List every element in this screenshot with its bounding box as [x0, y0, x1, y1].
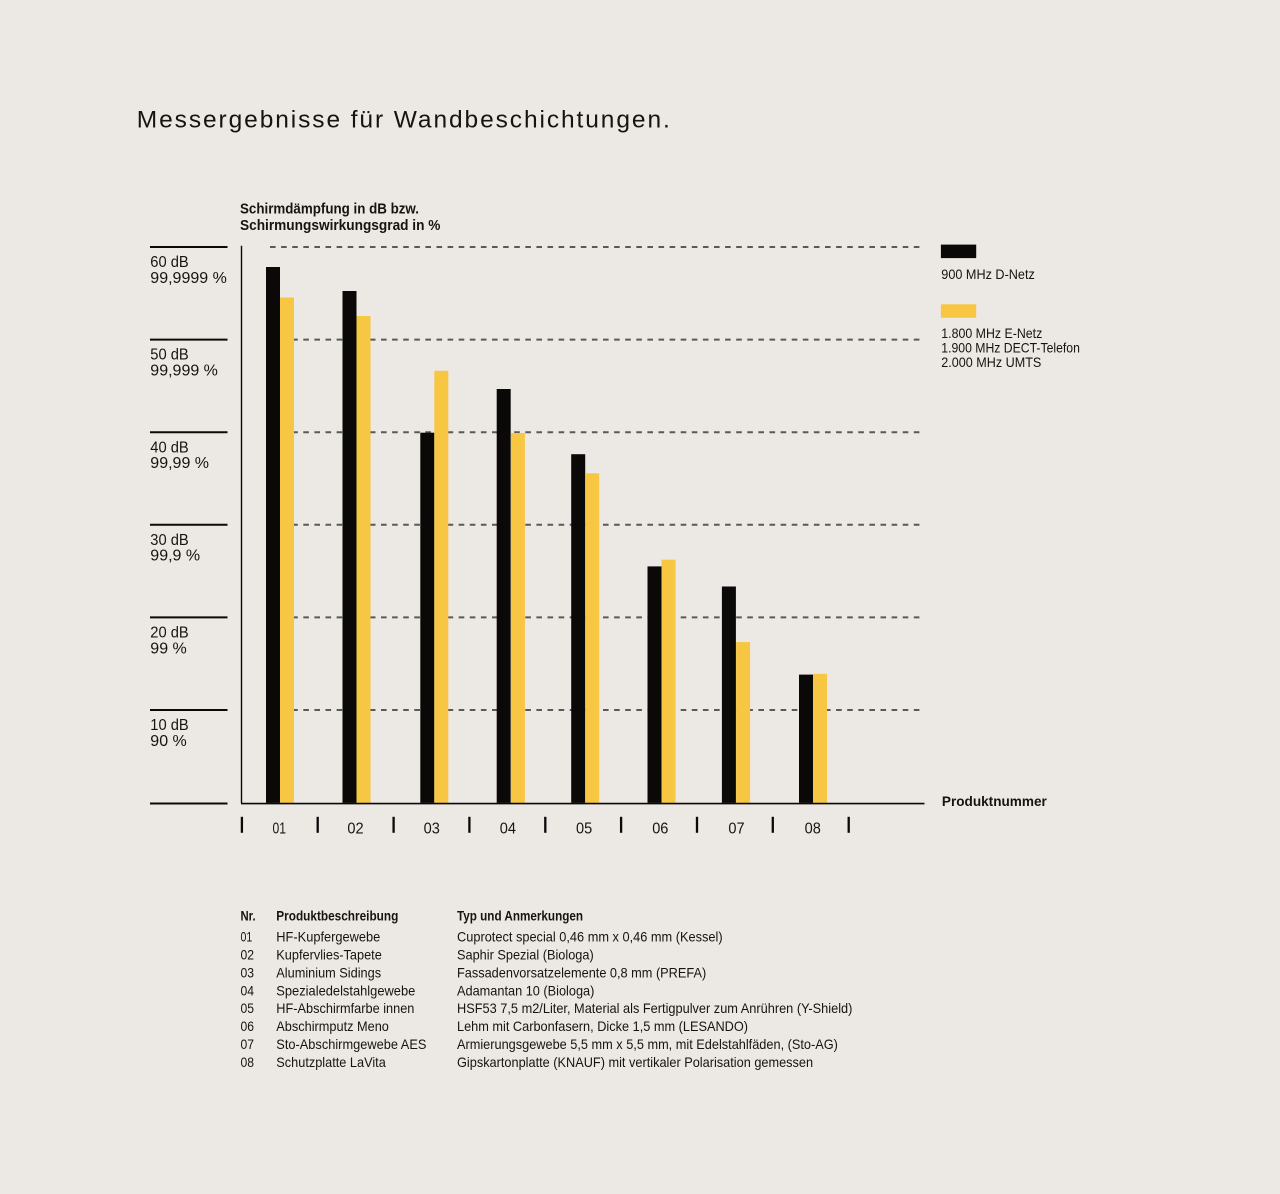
svg-text:30 dB: 30 dB — [150, 532, 188, 549]
svg-text:Saphir Spezial (Biologa): Saphir Spezial (Biologa) — [457, 946, 594, 962]
svg-text:Schirmdämpfung in dB bzw.: Schirmdämpfung in dB bzw. — [240, 201, 419, 218]
svg-text:Armierungsgewebe 5,5 mm x 5,5: Armierungsgewebe 5,5 mm x 5,5 mm, mit Ed… — [457, 1036, 838, 1052]
svg-text:Produktnummer: Produktnummer — [942, 793, 1047, 809]
svg-text:Spezialedelstahlgewebe: Spezialedelstahlgewebe — [276, 982, 415, 998]
svg-text:1.900 MHz DECT-Telefon: 1.900 MHz DECT-Telefon — [941, 340, 1080, 356]
svg-text:900 MHz D-Netz: 900 MHz D-Netz — [941, 266, 1035, 282]
svg-text:99,999 %: 99,999 % — [150, 363, 218, 380]
svg-text:40 dB: 40 dB — [150, 439, 188, 456]
svg-text:Abschirmputz Meno: Abschirmputz Meno — [276, 1018, 389, 1034]
svg-text:1.800 MHz E-Netz: 1.800 MHz E-Netz — [941, 325, 1042, 341]
svg-text:Adamantan 10 (Biologa): Adamantan 10 (Biologa) — [457, 982, 594, 998]
svg-text:20 dB: 20 dB — [150, 625, 188, 642]
svg-text:HF-Abschirmfarbe innen: HF-Abschirmfarbe innen — [276, 1000, 414, 1016]
svg-text:50 dB: 50 dB — [150, 347, 188, 364]
svg-text:03: 03 — [424, 820, 440, 837]
svg-text:99 %: 99 % — [150, 640, 186, 657]
svg-text:2.000 MHz UMTS: 2.000 MHz UMTS — [941, 354, 1041, 370]
svg-text:08: 08 — [805, 820, 821, 837]
svg-text:Typ und Anmerkungen: Typ und Anmerkungen — [457, 907, 583, 923]
svg-text:Fassadenvorsatzelemente 0,8 mm: Fassadenvorsatzelemente 0,8 mm (PREFA) — [457, 964, 706, 980]
svg-text:07: 07 — [728, 820, 744, 837]
svg-text:02: 02 — [241, 946, 255, 962]
svg-text:10 dB: 10 dB — [150, 717, 188, 734]
svg-text:90 %: 90 % — [150, 733, 186, 750]
svg-text:05: 05 — [576, 820, 592, 837]
svg-text:01: 01 — [241, 929, 253, 945]
svg-text:Produktbeschreibung: Produktbeschreibung — [276, 907, 398, 923]
svg-text:Kupfervlies-Tapete: Kupfervlies-Tapete — [276, 946, 382, 962]
svg-text:Messergebnisse für Wandbeschic: Messergebnisse für Wandbeschichtungen. — [137, 107, 670, 134]
svg-text:01: 01 — [273, 820, 287, 837]
svg-text:Sto-Abschirmgewebe AES: Sto-Abschirmgewebe AES — [276, 1036, 426, 1052]
svg-text:Aluminium Sidings: Aluminium Sidings — [276, 964, 381, 980]
svg-text:05: 05 — [241, 1000, 255, 1016]
svg-text:Schirmungswirkungsgrad in %: Schirmungswirkungsgrad in % — [240, 217, 440, 234]
svg-text:06: 06 — [652, 820, 668, 837]
svg-text:Schutzplatte LaVita: Schutzplatte LaVita — [276, 1054, 386, 1070]
svg-text:HSF53 7,5 m2/Liter, Material a: HSF53 7,5 m2/Liter, Material als Fertigp… — [457, 1000, 852, 1016]
svg-text:99,9999 %: 99,9999 % — [150, 270, 227, 287]
svg-text:02: 02 — [347, 820, 363, 837]
svg-text:07: 07 — [241, 1036, 255, 1052]
svg-text:Cuprotect special 0,46 mm x 0,: Cuprotect special 0,46 mm x 0,46 mm (Kes… — [457, 929, 723, 945]
svg-text:Lehm mit Carbonfasern, Dicke 1: Lehm mit Carbonfasern, Dicke 1,5 mm (LES… — [457, 1018, 748, 1034]
svg-text:HF-Kupfergewebe: HF-Kupfergewebe — [276, 929, 380, 945]
svg-text:99,9 %: 99,9 % — [150, 548, 200, 565]
svg-text:Gipskartonplatte (KNAUF) mit v: Gipskartonplatte (KNAUF) mit vertikaler … — [457, 1054, 813, 1070]
svg-text:04: 04 — [500, 820, 516, 837]
svg-text:99,99 %: 99,99 % — [150, 455, 209, 472]
svg-text:08: 08 — [241, 1054, 255, 1070]
svg-text:06: 06 — [241, 1018, 255, 1034]
svg-text:Nr.: Nr. — [241, 907, 256, 923]
svg-text:04: 04 — [241, 982, 255, 998]
svg-text:03: 03 — [241, 964, 255, 980]
svg-text:60 dB: 60 dB — [150, 254, 188, 271]
